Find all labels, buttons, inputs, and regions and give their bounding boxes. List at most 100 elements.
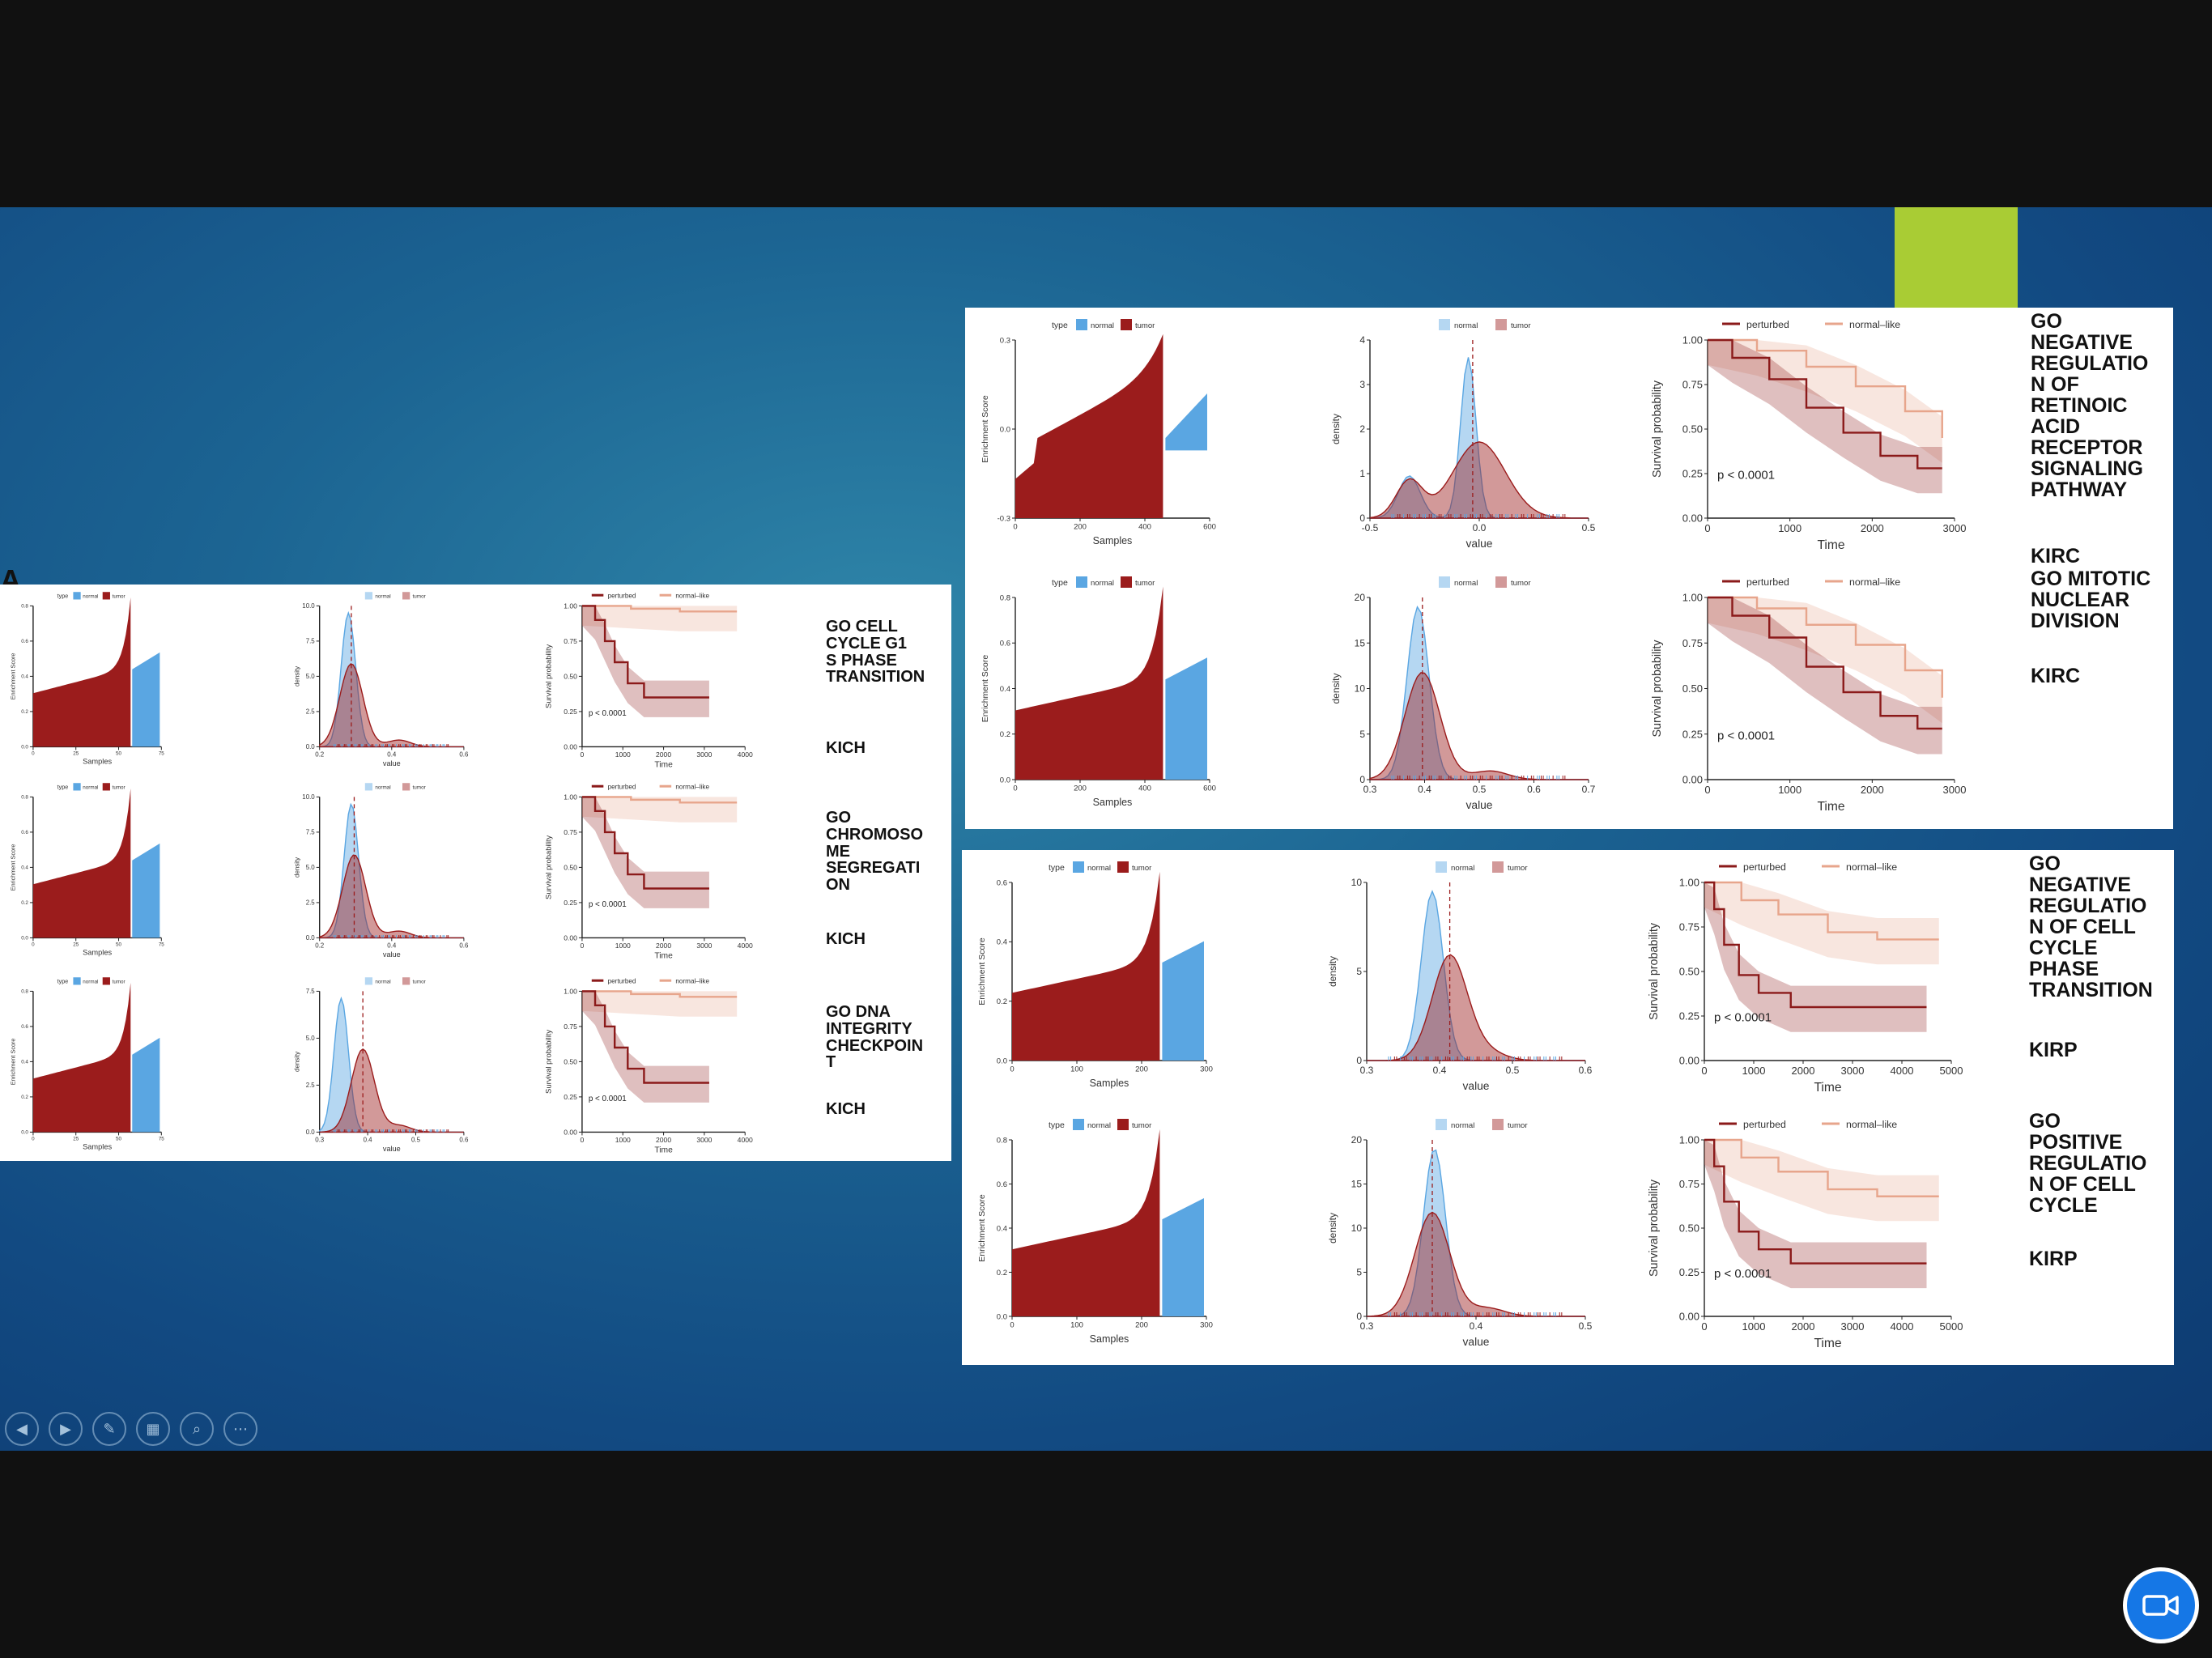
p-value-label: p < 0.0001: [1717, 469, 1775, 483]
legend-label: normal–like: [675, 978, 709, 985]
y-axis-label: Enrichment Score: [9, 844, 16, 891]
y-tick-label: 0.50: [564, 672, 577, 680]
y-tick-label: 7.5: [306, 988, 316, 995]
camera-button[interactable]: [2123, 1567, 2199, 1643]
legend-swatch: [1492, 861, 1504, 873]
y-tick-label: 0.4: [997, 1224, 1007, 1233]
see-all-slides-button[interactable]: ▦: [136, 1412, 170, 1446]
enrichment-plot: type normal tumor 0 200 400 600 0.0 0.2 0.4 0.6 0.8…: [981, 576, 1216, 808]
legend-swatch: [1436, 861, 1447, 873]
survival-legend: perturbed normal–like: [1722, 319, 1900, 330]
legend-swatch: [102, 977, 110, 985]
normal-like-confidence-band: [1708, 340, 1942, 463]
tumor-density: [319, 1048, 464, 1133]
normal-density: [1367, 1149, 1585, 1317]
x-tick-label: 0: [1704, 522, 1710, 534]
y-tick-label: 0: [1359, 774, 1365, 785]
enrichment-legend: type normal tumor: [57, 592, 125, 600]
survival-legend: perturbed normal–like: [591, 978, 710, 985]
y-tick-label: 20: [1355, 592, 1366, 603]
tumor-density: [1366, 1211, 1585, 1317]
x-axis-label: Time: [1817, 538, 1844, 552]
y-tick-label: 0.2: [21, 900, 28, 906]
pathway-label: GO NEGATIVE REGULATIO N OF CELL CYCLE PH…: [2029, 853, 2153, 1061]
y-tick-label: 0.75: [1682, 637, 1703, 649]
y-tick-label: 5.0: [306, 1035, 316, 1042]
normal-like-confidence-band: [1708, 597, 1942, 724]
legend-label: normal: [1454, 579, 1478, 588]
slide: A type normal tumor 0 25 50 75 0.0 0.2 0.4 0.6 0.8 E…: [0, 207, 2212, 1451]
legend-label: tumor: [1132, 1121, 1151, 1130]
x-tick-label: 50: [116, 1137, 121, 1142]
perturbed-confidence-band: [581, 991, 709, 1103]
y-tick-label: 0.6: [1000, 640, 1010, 648]
legend-label: perturbed: [608, 978, 636, 985]
survival-plot: perturbed normal–like p < 0.0001 0 1000 2000 3…: [1648, 861, 1963, 1095]
legend-swatch: [1073, 861, 1084, 873]
y-tick-label: 0.0: [1000, 425, 1010, 434]
enrichment-legend: type normal tumor: [1049, 1119, 1151, 1130]
density-plot: normal tumor 0.3 0.4 0.5 0.6 0.7 0 5 10 15 20 densit…: [1330, 576, 1596, 811]
tumor-area: [32, 983, 131, 1133]
x-tick-label: 25: [73, 1137, 79, 1142]
density-plot: normal tumor 0.3 0.4 0.5 0.6 0 5 10 density value: [1327, 861, 1593, 1092]
next-slide-button[interactable]: ▶: [49, 1412, 83, 1446]
y-tick-label: 0.6: [997, 1180, 1007, 1189]
slides-grid-icon: ▦: [146, 1420, 160, 1438]
perturbed-curve: [1708, 596, 1942, 730]
legend-swatch: [1492, 1119, 1504, 1130]
legend-label: tumor: [113, 594, 125, 600]
pathway-label: GO NEGATIVE REGULATIO N OF RETINOIC ACID…: [2031, 311, 2148, 567]
y-axis-label: density: [1327, 1213, 1338, 1244]
legend-swatch: [73, 783, 81, 791]
x-tick-label: 3000: [696, 942, 712, 950]
legend-label: tumor: [1508, 1121, 1528, 1130]
figure-row: type normal tumor 0 100 200 300 0.0 0.2 0.4 0.6 0.8…: [962, 1107, 2174, 1365]
y-axis-label: Survival probability: [544, 835, 553, 899]
survival-plot: perturbed normal–like p < 0.0001 0 1000 2000 3…: [544, 978, 753, 1155]
x-axis-label: Time: [1814, 1081, 1841, 1095]
more-options-button[interactable]: ⋯: [223, 1412, 257, 1446]
zoom-button[interactable]: ⌕: [180, 1412, 214, 1446]
x-tick-label: 1000: [615, 750, 631, 759]
p-value-label: p < 0.0001: [589, 709, 627, 718]
y-tick-label: 0.0: [1000, 776, 1010, 784]
y-tick-label: 5.0: [306, 673, 316, 680]
pen-tool-button[interactable]: ✎: [92, 1412, 126, 1446]
normal-area: [132, 1037, 160, 1133]
legend-label: tumor: [413, 980, 426, 985]
perturbed-curve: [581, 990, 709, 1084]
y-tick-label: 0.00: [564, 1128, 577, 1136]
y-tick-label: 1.00: [564, 987, 577, 995]
density-legend: normal tumor: [364, 783, 426, 791]
survival-legend: perturbed normal–like: [1719, 861, 1897, 873]
previous-slide-button[interactable]: ◀: [5, 1412, 39, 1446]
pathway-label: GO MITOTIC NUCLEAR DIVISION KIRC: [2031, 568, 2150, 687]
normal-area: [1165, 393, 1207, 451]
y-tick-label: 0.6: [21, 830, 28, 835]
x-tick-label: 4000: [738, 942, 753, 950]
y-axis-label: Enrichment Score: [977, 1194, 987, 1262]
legend-swatch: [402, 977, 410, 985]
enrichment-plot: type normal tumor 0 25 50 75 0.0 0.2 0.4 0.6 0.8 Enr…: [9, 592, 164, 766]
survival-legend: perturbed normal–like: [1719, 1119, 1897, 1130]
legend-label: perturbed: [1746, 319, 1789, 330]
y-axis-label: Survival probability: [1651, 640, 1664, 738]
x-axis-label: Time: [654, 1146, 673, 1154]
tumor-area: [1012, 871, 1160, 1061]
pathway-name: GO CHROMOSO ME SEGREGATI ON: [826, 809, 923, 895]
y-tick-label: 0.8: [21, 604, 28, 610]
x-tick-label: 1000: [1778, 784, 1802, 796]
normal-like-confidence-band: [1704, 1140, 1939, 1222]
x-axis-label: Samples: [1090, 1333, 1129, 1345]
tumor-density: [1369, 441, 1589, 519]
x-tick-label: 0: [1010, 1321, 1014, 1330]
normal-like-curve: [581, 605, 738, 613]
legend-label: normal: [83, 980, 98, 985]
y-axis-label: Survival probability: [544, 1030, 553, 1094]
y-tick-label: 2.5: [306, 899, 316, 907]
p-value-label: p < 0.0001: [589, 1095, 627, 1103]
y-tick-label: 0: [1356, 1055, 1362, 1066]
x-tick-label: 2000: [1792, 1320, 1815, 1333]
tumor-area: [1015, 586, 1163, 780]
